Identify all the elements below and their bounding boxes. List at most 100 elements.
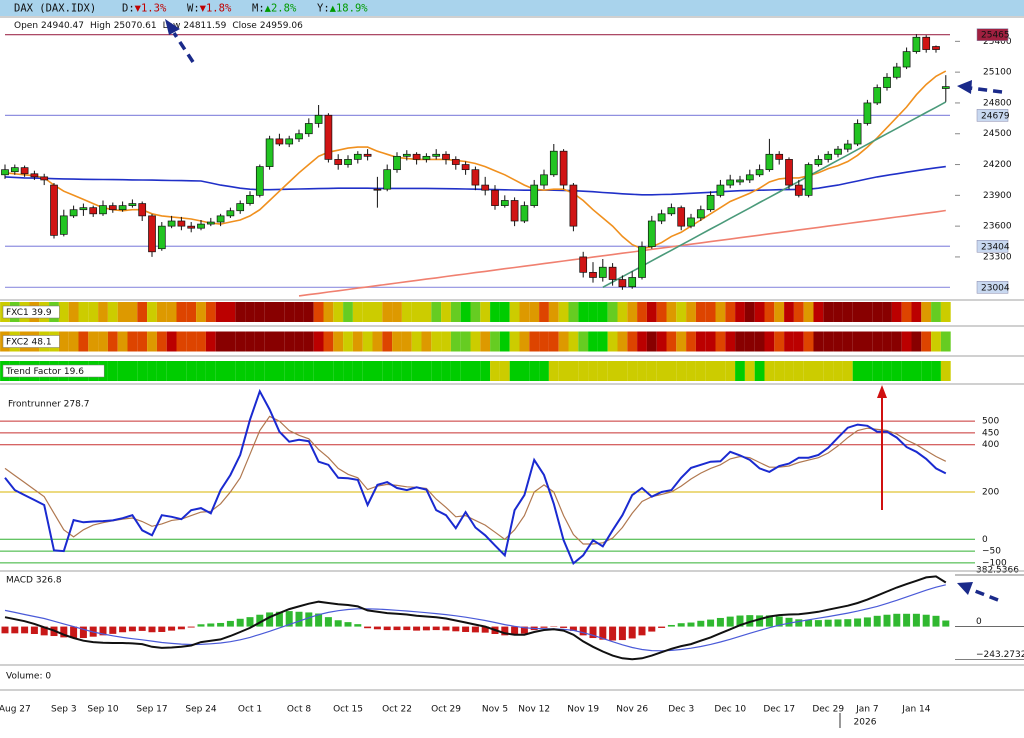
heat-cell <box>921 302 932 322</box>
histogram-bar <box>324 617 332 627</box>
strip-title-box <box>2 305 60 319</box>
histogram-bar <box>109 626 117 634</box>
heat-cell <box>225 302 236 322</box>
histogram-bar <box>207 623 215 627</box>
change-value: ▼1.8% <box>200 3 232 15</box>
heat-cell <box>774 361 785 381</box>
arrow-head <box>957 80 972 94</box>
histogram-bar <box>256 614 264 627</box>
histogram-bar <box>305 612 313 627</box>
histogram-bar <box>677 623 685 627</box>
heat-cell <box>460 361 471 381</box>
candle-body <box>216 215 225 223</box>
candle-body <box>1 169 9 176</box>
heat-cell <box>215 331 226 352</box>
candle-body <box>608 266 617 280</box>
histogram-bar <box>1 626 9 634</box>
change-value: ▲18.9% <box>330 3 369 15</box>
heat-cell <box>823 302 834 322</box>
candle-body <box>843 143 852 150</box>
candle-body <box>569 184 578 227</box>
heat-cell <box>186 331 197 352</box>
histogram-bar <box>217 622 225 627</box>
heat-cell <box>196 302 206 322</box>
histogram-bar <box>70 626 78 639</box>
heat-cell <box>793 302 804 322</box>
candle-body <box>638 246 646 278</box>
heat-cell <box>617 302 628 322</box>
heat-cell <box>519 302 530 322</box>
candle-body <box>422 155 431 160</box>
histogram-bar <box>60 626 68 638</box>
candle-body <box>804 164 813 196</box>
heat-cell <box>637 302 647 322</box>
heat-cell <box>872 361 883 381</box>
candle-body <box>873 87 882 104</box>
heat-cell <box>548 331 559 352</box>
x-tick-label: Dec 29 <box>812 705 844 715</box>
heat-cell <box>490 331 500 352</box>
heat-cell <box>656 361 667 381</box>
candle-body <box>824 153 833 160</box>
heat-cell <box>676 331 687 352</box>
candle-body <box>726 179 735 186</box>
histogram-bar <box>187 626 195 628</box>
heat-cell <box>833 302 843 322</box>
info-label: Close <box>232 21 257 31</box>
heat-cell <box>715 302 726 322</box>
heat-cell <box>627 302 638 322</box>
heat-cell <box>793 361 804 381</box>
y-tick-label: 24500 <box>983 129 1012 139</box>
candle-body <box>530 184 539 206</box>
histogram-bar <box>128 626 136 632</box>
heat-cell <box>490 302 500 322</box>
heat-cell <box>117 331 128 352</box>
candle-body <box>618 279 627 288</box>
heat-cell <box>901 302 912 322</box>
heat-cell <box>362 361 373 381</box>
heat-cell <box>156 302 167 322</box>
histogram-bar <box>589 626 597 639</box>
histogram-bar <box>540 626 548 628</box>
heat-cell <box>441 331 451 352</box>
x-tick-label: Aug 27 <box>0 705 31 715</box>
candle-body <box>285 138 294 145</box>
heat-cell <box>705 302 716 322</box>
heat-cell <box>88 331 99 352</box>
heat-cell <box>558 302 569 322</box>
heat-cell <box>588 331 598 352</box>
candle-body <box>177 220 186 227</box>
histogram-bar <box>707 619 715 627</box>
x-tick-label: Jan 14 <box>901 705 930 715</box>
heat-cell <box>852 302 863 322</box>
histogram-bar <box>30 626 38 634</box>
heat-cell <box>774 331 785 352</box>
heat-cell <box>735 302 745 322</box>
candle-body <box>393 155 401 171</box>
x-tick-label: Nov 26 <box>616 705 648 715</box>
heat-cell <box>921 331 932 352</box>
histogram-bar <box>667 624 675 627</box>
heat-cell <box>480 361 491 381</box>
x-tick-label: Oct 8 <box>287 705 311 715</box>
heat-cell <box>480 331 491 352</box>
heat-cell <box>862 331 873 352</box>
x-tick-label: Nov 12 <box>518 705 550 715</box>
panel-title: Volume: 0 <box>6 672 51 682</box>
heat-cell <box>343 361 353 381</box>
candle-body <box>696 209 705 219</box>
heat-cell <box>176 361 187 381</box>
heat-cell <box>656 302 667 322</box>
annotation-arrow <box>969 86 1003 94</box>
heat-cell <box>460 331 471 352</box>
heat-cell <box>431 302 442 322</box>
candle-body <box>334 159 343 165</box>
heat-cell <box>617 331 628 352</box>
x-tick-label: Sep 10 <box>87 705 119 715</box>
heat-cell <box>411 302 422 322</box>
histogram-bar <box>658 626 666 628</box>
heat-cell <box>382 302 393 322</box>
histogram-bar <box>716 617 724 627</box>
